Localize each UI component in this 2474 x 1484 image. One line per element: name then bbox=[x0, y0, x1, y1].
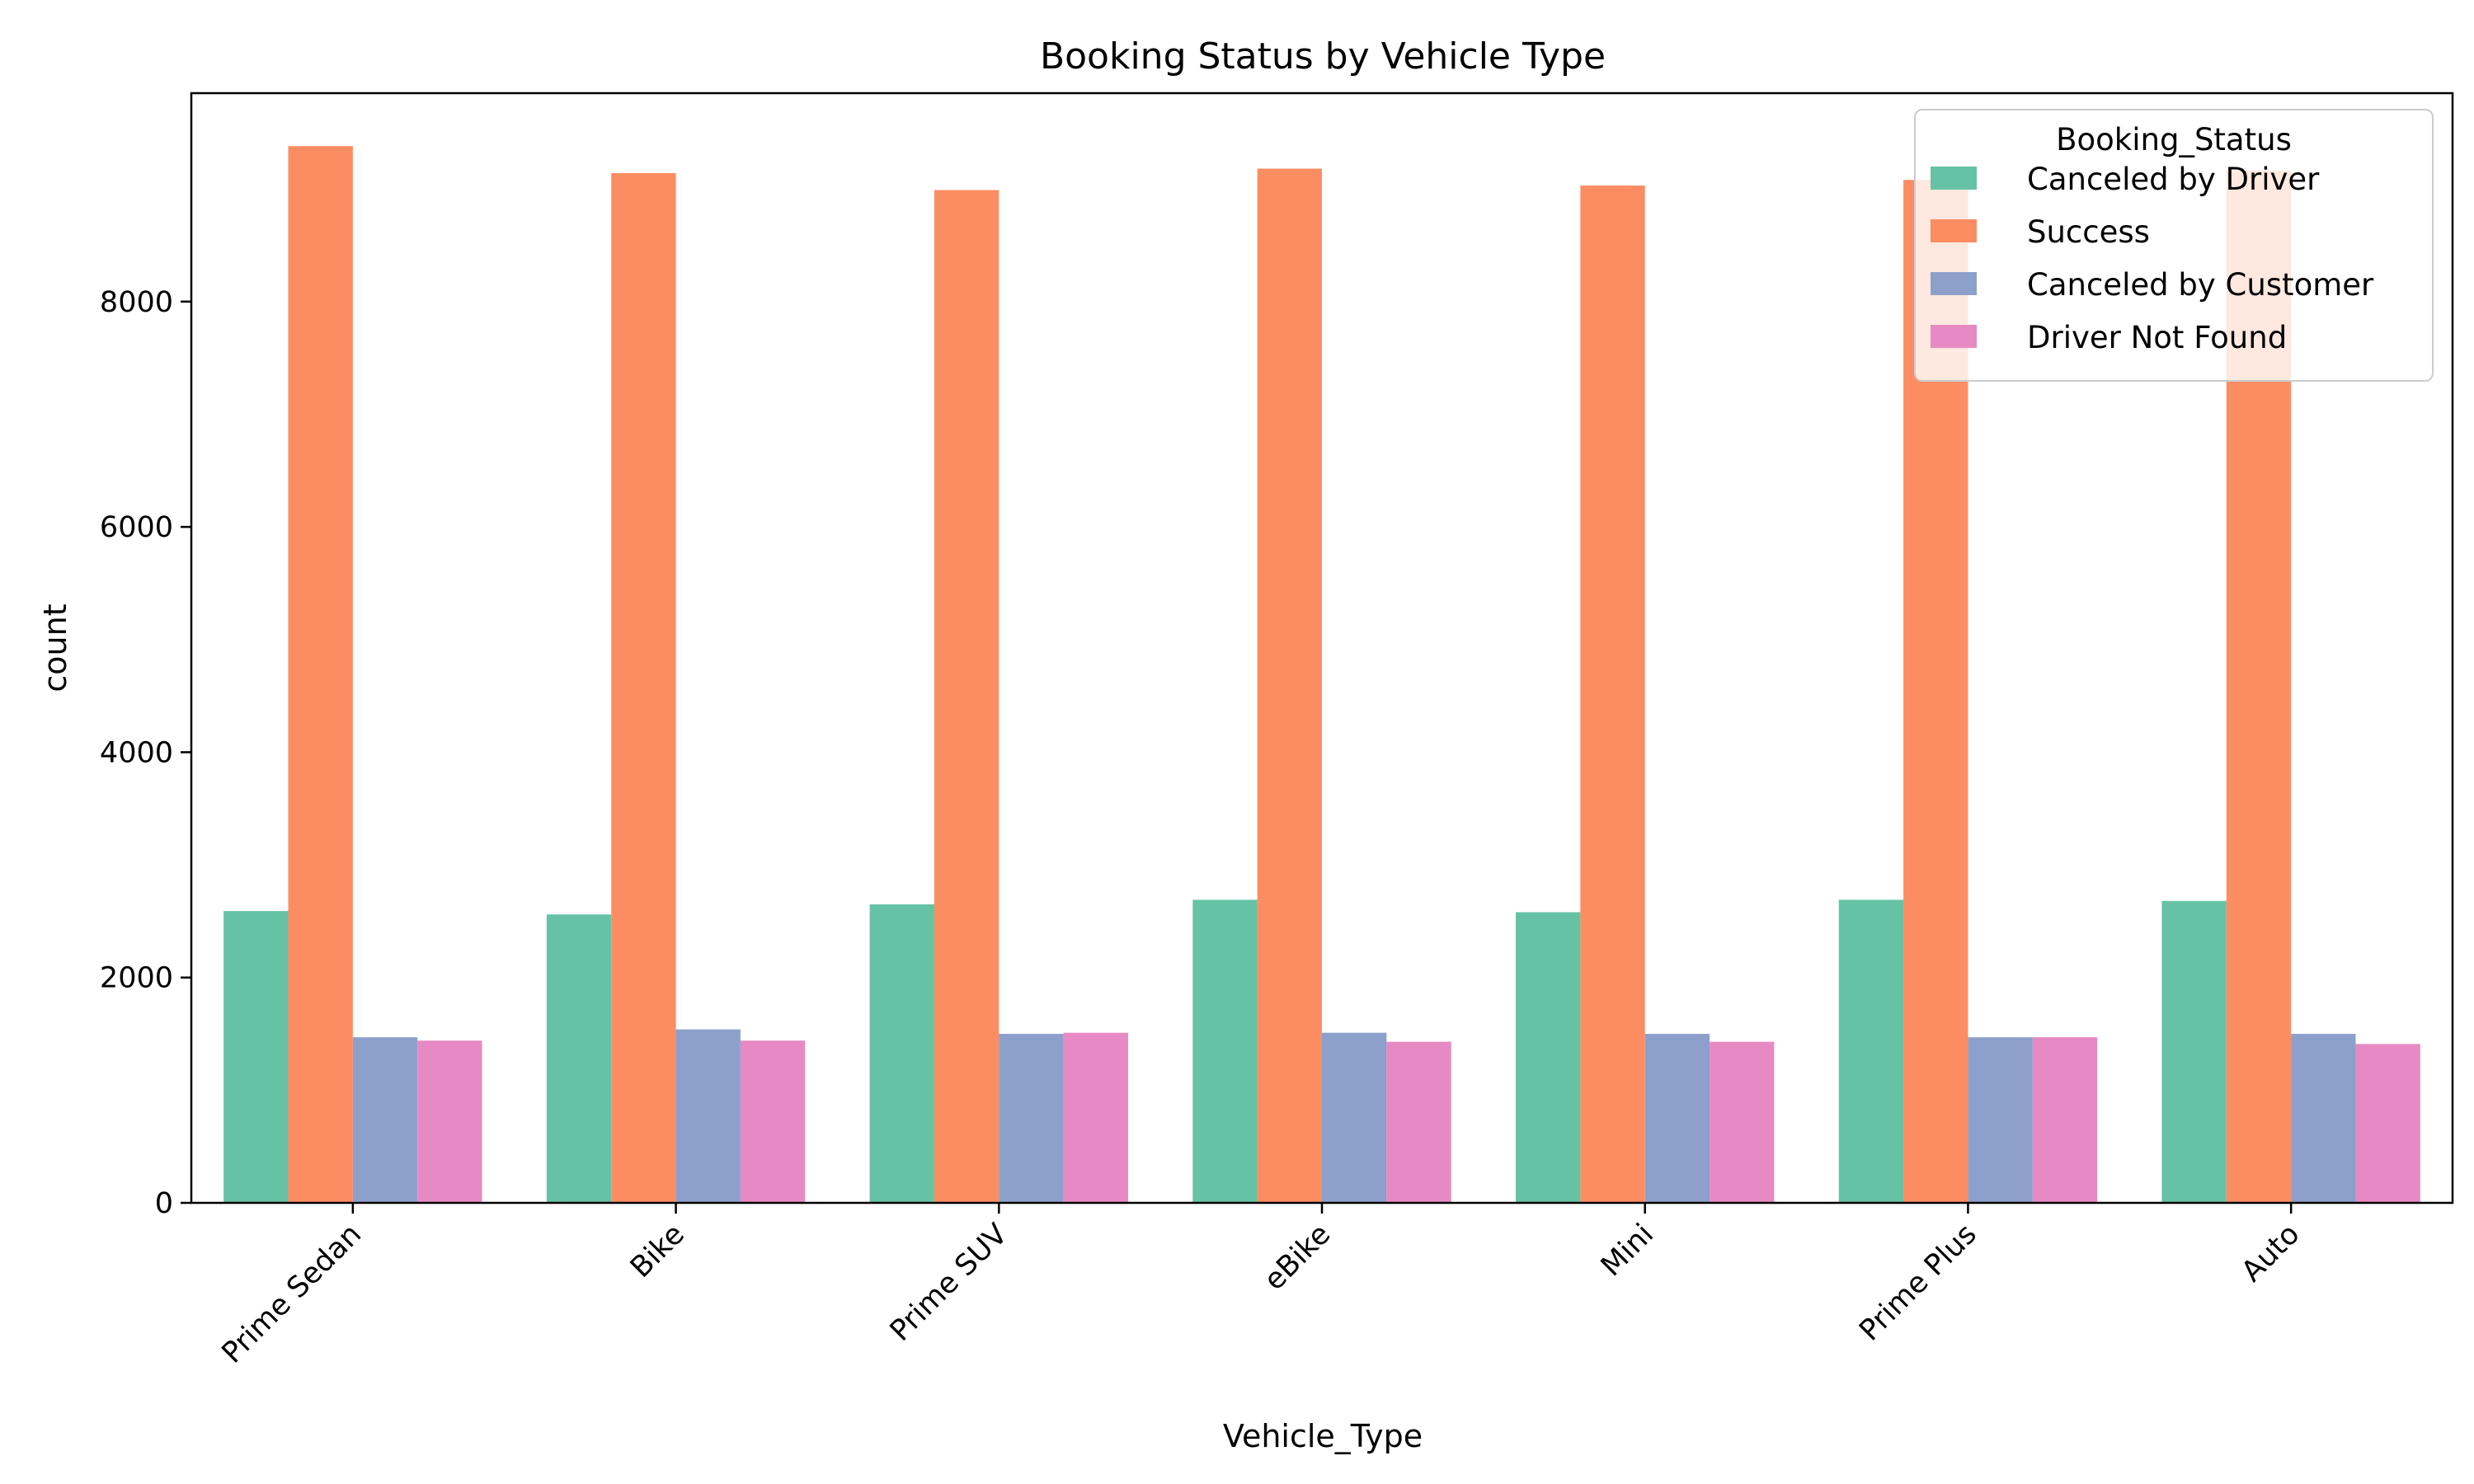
bar bbox=[869, 904, 934, 1203]
bar bbox=[934, 190, 999, 1203]
y-tick-label: 8000 bbox=[100, 286, 173, 319]
series-success bbox=[288, 146, 2292, 1204]
x-tick-label: Prime Plus bbox=[1853, 1218, 1982, 1347]
chart-title: Booking Status by Vehicle Type bbox=[1040, 35, 1606, 77]
legend-label: Canceled by Driver bbox=[2027, 162, 2320, 197]
x-tick-label: Bike bbox=[624, 1218, 691, 1284]
bar bbox=[611, 173, 676, 1203]
x-axis-label: Vehicle_Type bbox=[1223, 1418, 1423, 1454]
series-canceled-by-customer bbox=[352, 1029, 2356, 1203]
bar bbox=[2032, 1037, 2098, 1203]
legend-swatch bbox=[1931, 167, 1977, 190]
y-tick-label: 4000 bbox=[100, 736, 173, 769]
x-tick-label: Mini bbox=[1595, 1218, 1660, 1283]
bar bbox=[1710, 1041, 1775, 1203]
bar bbox=[2355, 1044, 2420, 1203]
x-tick-label: Prime SUV bbox=[884, 1218, 1014, 1348]
legend: Booking_Status Canceled by Driver Success… bbox=[1914, 109, 2434, 382]
y-tick-label: 0 bbox=[155, 1187, 173, 1220]
bar bbox=[1192, 899, 1258, 1203]
series-driver-not-found bbox=[417, 1032, 2420, 1203]
legend-label: Driver Not Found bbox=[2027, 320, 2287, 355]
bar bbox=[999, 1034, 1064, 1203]
bars-layer bbox=[223, 146, 2420, 1204]
bar bbox=[740, 1040, 806, 1203]
x-axis: Prime Sedan Bike Prime SUV eBike Mini Prime P… bbox=[216, 1203, 2307, 1370]
legend-swatch bbox=[1931, 272, 1977, 295]
bar bbox=[675, 1029, 741, 1203]
legend-label: Success bbox=[2027, 214, 2150, 250]
bar bbox=[288, 146, 353, 1204]
legend-swatch bbox=[1931, 219, 1977, 242]
series-canceled-by-driver bbox=[223, 899, 2227, 1203]
legend-swatch bbox=[1931, 325, 1977, 348]
y-tick-label: 2000 bbox=[100, 962, 173, 995]
bar bbox=[1386, 1041, 1451, 1203]
bar bbox=[1644, 1034, 1710, 1203]
bar bbox=[1838, 899, 1904, 1203]
bar bbox=[546, 914, 612, 1203]
bar bbox=[2161, 900, 2227, 1203]
legend-title: Booking_Status bbox=[2056, 122, 2292, 157]
bar bbox=[223, 911, 289, 1203]
legend-items: Canceled by Driver Success Canceled by Cus… bbox=[1931, 162, 2374, 355]
legend-box bbox=[1914, 109, 2434, 382]
bar bbox=[1968, 1037, 2033, 1203]
y-axis: 0 2000 4000 6000 8000 bbox=[100, 286, 191, 1220]
bar bbox=[1322, 1032, 1387, 1203]
x-tick-label: Prime Sedan bbox=[216, 1218, 369, 1370]
bar bbox=[1580, 186, 1645, 1203]
bar bbox=[1257, 168, 1322, 1203]
bar bbox=[1063, 1032, 1128, 1203]
bar bbox=[1516, 912, 1581, 1203]
legend-label: Canceled by Customer bbox=[2027, 267, 2374, 303]
x-tick-label: eBike bbox=[1258, 1218, 1337, 1297]
bar bbox=[2291, 1034, 2356, 1203]
bar bbox=[417, 1040, 482, 1203]
y-axis-label: count bbox=[37, 603, 73, 692]
x-tick-label: Auto bbox=[2236, 1218, 2307, 1289]
y-tick-label: 6000 bbox=[100, 511, 173, 544]
bar bbox=[352, 1037, 418, 1203]
